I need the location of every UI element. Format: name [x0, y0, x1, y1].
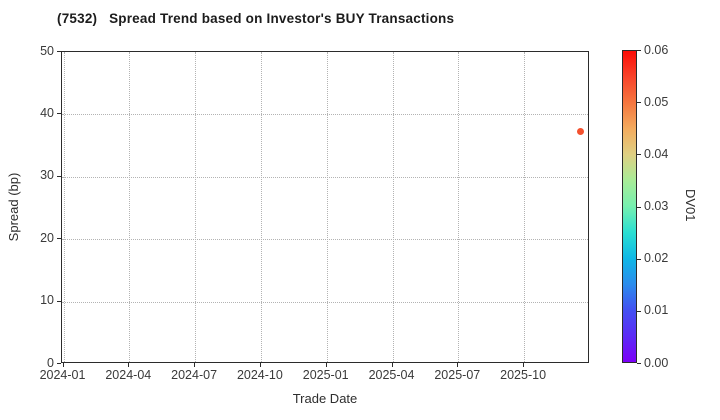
x-tick-mark [259, 363, 261, 367]
x-gridline [195, 52, 197, 362]
x-gridline [260, 52, 262, 362]
y-tick-mark [57, 175, 61, 177]
x-gridline [458, 52, 460, 362]
x-axis-label: Trade Date [292, 391, 358, 406]
colorbar-tick-label: 0.00 [644, 355, 669, 370]
x-tick-mark [457, 363, 459, 367]
colorbar-tick-mark [637, 102, 641, 104]
x-tick-label: 2024-07 [171, 368, 218, 382]
chart-title: (7532) Spread Trend based on Investor's … [57, 11, 455, 26]
y-tick-mark [57, 363, 61, 364]
x-tick-mark [128, 363, 130, 367]
y-tick-label: 40 [40, 105, 54, 120]
x-tick-label: 2024-04 [105, 368, 152, 382]
colorbar-label: DV01 [683, 188, 698, 222]
x-gridline [63, 52, 65, 362]
colorbar-tick-mark [637, 363, 641, 364]
y-tick-label: 50 [40, 43, 54, 58]
colorbar [622, 50, 637, 363]
y-gridline [62, 176, 588, 178]
plot-area [61, 51, 589, 363]
y-tick-label: 10 [40, 293, 54, 308]
colorbar-tick-mark [637, 206, 641, 208]
colorbar-tick-label: 0.06 [644, 42, 669, 57]
y-tick-mark [57, 51, 61, 52]
x-gridline [326, 52, 328, 362]
colorbar-tick-label: 0.03 [644, 199, 669, 213]
y-tick-label: 0 [47, 355, 54, 370]
data-point[interactable] [576, 128, 584, 136]
x-gridline [392, 52, 394, 362]
x-tick-label: 2025-07 [434, 368, 481, 382]
x-tick-label: 2024-01 [39, 368, 86, 382]
colorbar-tick-label: 0.01 [644, 303, 669, 318]
x-tick-label: 2025-01 [302, 368, 349, 382]
y-tick-mark [57, 113, 61, 115]
x-tick-label: 2025-10 [500, 368, 547, 382]
x-gridline [129, 52, 131, 362]
x-tick-mark [194, 363, 196, 367]
y-axis-label: Spread (bp) [6, 172, 21, 242]
colorbar-tick-mark [637, 50, 641, 51]
colorbar-tick-label: 0.02 [644, 251, 669, 266]
x-tick-mark [391, 363, 393, 367]
x-gridline [524, 52, 526, 362]
x-tick-mark [62, 363, 64, 367]
x-tick-label: 2025-04 [368, 368, 415, 382]
colorbar-tick-label: 0.04 [644, 146, 669, 161]
y-gridline [62, 301, 588, 303]
x-tick-mark [523, 363, 525, 367]
colorbar-tick-label: 0.05 [644, 94, 669, 109]
y-tick-label: 20 [40, 230, 54, 245]
colorbar-tick-mark [637, 154, 641, 156]
y-tick-label: 30 [40, 168, 54, 183]
y-tick-mark [57, 300, 61, 302]
y-gridline [62, 239, 588, 241]
y-gridline [62, 114, 588, 116]
colorbar-tick-mark [637, 258, 641, 260]
y-tick-mark [57, 238, 61, 240]
x-tick-mark [325, 363, 327, 367]
colorbar-tick-mark [637, 310, 641, 312]
x-tick-label: 2024-10 [236, 368, 283, 382]
